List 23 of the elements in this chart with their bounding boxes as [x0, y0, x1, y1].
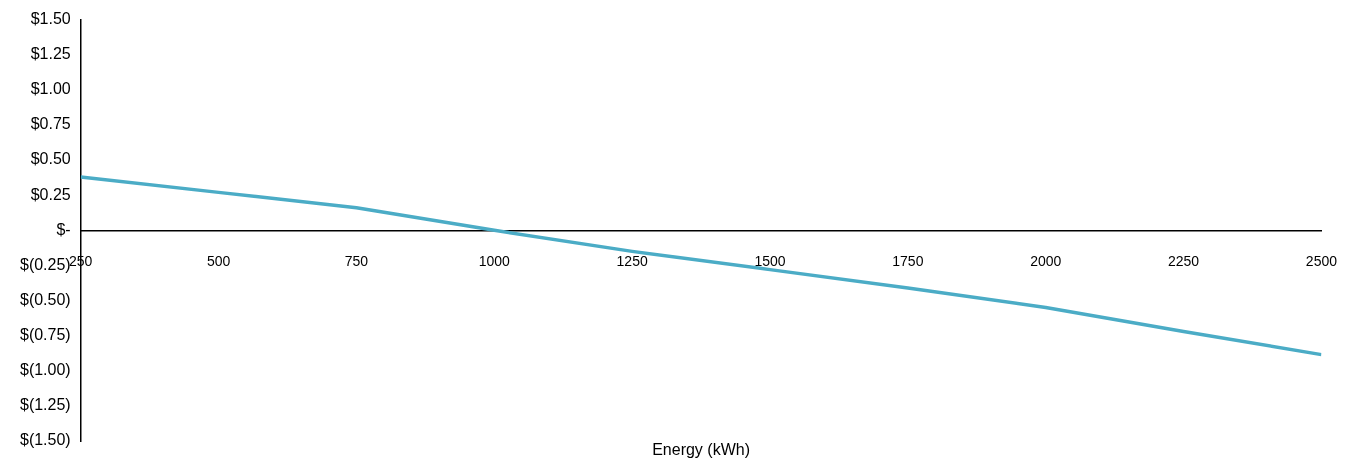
- y-tick-label: $(1.50): [19, 431, 71, 449]
- y-tick-label: $1.25: [30, 45, 71, 63]
- y-tick-label: $(1.25): [19, 396, 71, 414]
- y-tick-label: $(0.50): [19, 290, 71, 308]
- x-tick-label: 500: [206, 252, 231, 269]
- x-tick-label: 1500: [754, 252, 786, 269]
- y-tick-label: $0.25: [30, 185, 71, 203]
- y-tick-label: $(0.75): [19, 326, 71, 344]
- x-tick-label: 750: [344, 252, 369, 269]
- y-tick-label: $-: [56, 220, 71, 238]
- y-tick-label: $1.00: [30, 80, 71, 98]
- x-axis-title: Energy (kWh): [652, 441, 750, 459]
- y-tick-label: $1.50: [30, 10, 71, 28]
- x-tick-label: 2250: [1167, 252, 1200, 269]
- x-tick-label: 1000: [478, 252, 511, 269]
- y-tick-label: $(1.00): [19, 361, 71, 379]
- y-tick-label: $(0.25): [19, 255, 71, 273]
- x-tick-label: 2000: [1030, 252, 1062, 269]
- y-tick-label: $0.50: [30, 150, 71, 168]
- x-tick-label: 1250: [616, 252, 648, 269]
- y-tick-label: $0.75: [30, 115, 71, 133]
- x-tick-label: 2500: [1305, 252, 1338, 269]
- x-tick-label: 1750: [892, 252, 924, 269]
